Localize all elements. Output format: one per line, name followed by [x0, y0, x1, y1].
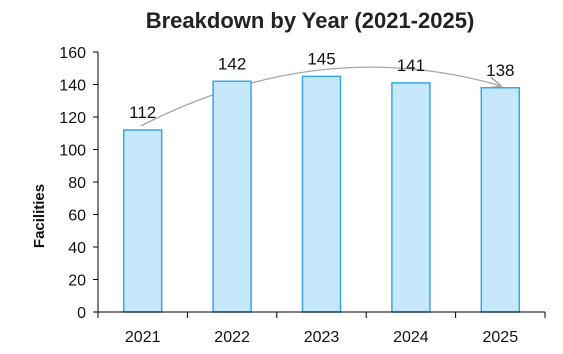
y-tick-label: 80 — [68, 175, 86, 192]
bar — [122, 129, 163, 313]
bar — [212, 80, 252, 313]
bar — [391, 82, 431, 313]
y-tick-label: 20 — [68, 273, 86, 290]
bar — [480, 87, 521, 313]
x-tick-label: 2024 — [393, 329, 429, 346]
data-labels: 112 142 145 141 138 — [129, 49, 514, 122]
y-tick-label: 0 — [77, 305, 86, 322]
trend-arrow — [140, 66, 501, 127]
y-tick-label: 120 — [59, 110, 86, 127]
annotations — [140, 66, 501, 127]
y-tick-label: 160 — [59, 45, 86, 62]
chart-title: Breakdown by Year (2021-2025) — [146, 8, 475, 33]
data-label: 145 — [307, 49, 335, 68]
y-tick-label: 60 — [68, 208, 86, 225]
data-label: 112 — [129, 103, 156, 122]
data-label: 138 — [486, 61, 514, 80]
x-tick-label: 2023 — [304, 329, 340, 346]
x-axis-ticks: 2021 2022 2023 2024 2025 — [97, 312, 546, 346]
y-tick-label: 140 — [59, 78, 86, 95]
bar — [301, 75, 342, 313]
y-tick-label: 100 — [59, 143, 86, 160]
y-tick-label: 40 — [68, 240, 86, 257]
x-tick-label: 2021 — [125, 329, 161, 346]
data-label: 142 — [218, 54, 246, 73]
y-axis-label: Facilities — [31, 184, 48, 248]
y-axis-ticks: 0 20 40 60 80 100 120 140 160 — [59, 45, 98, 322]
x-tick-label: 2022 — [214, 329, 250, 346]
x-tick-label: 2025 — [483, 329, 519, 346]
bars — [122, 75, 521, 313]
data-label: 141 — [397, 56, 425, 75]
